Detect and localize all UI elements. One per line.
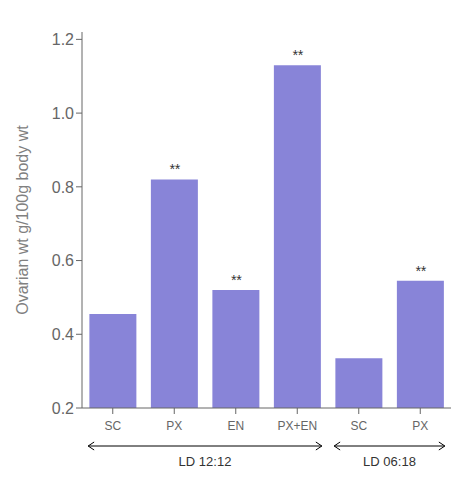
svg-text:SC: SC: [350, 419, 367, 433]
svg-text:0.8: 0.8: [52, 179, 74, 196]
svg-text:Ovarian wt g/100g body wt: Ovarian wt g/100g body wt: [14, 125, 31, 315]
svg-text:PX: PX: [166, 419, 182, 433]
svg-text:PX: PX: [412, 419, 428, 433]
svg-text:LD 06:18: LD 06:18: [363, 454, 416, 469]
svg-text:**: **: [230, 272, 241, 288]
svg-text:1.2: 1.2: [52, 31, 74, 48]
svg-text:LD 12:12: LD 12:12: [179, 454, 232, 469]
svg-text:**: **: [415, 263, 426, 279]
svg-text:SC: SC: [104, 419, 121, 433]
svg-text:0.2: 0.2: [52, 400, 74, 417]
svg-text:PX+EN: PX+EN: [277, 419, 317, 433]
svg-text:0.4: 0.4: [52, 326, 74, 343]
svg-text:EN: EN: [227, 419, 244, 433]
svg-text:1.0: 1.0: [52, 105, 74, 122]
svg-text:0.6: 0.6: [52, 252, 74, 269]
svg-text:**: **: [169, 161, 180, 177]
svg-text:**: **: [292, 47, 303, 63]
